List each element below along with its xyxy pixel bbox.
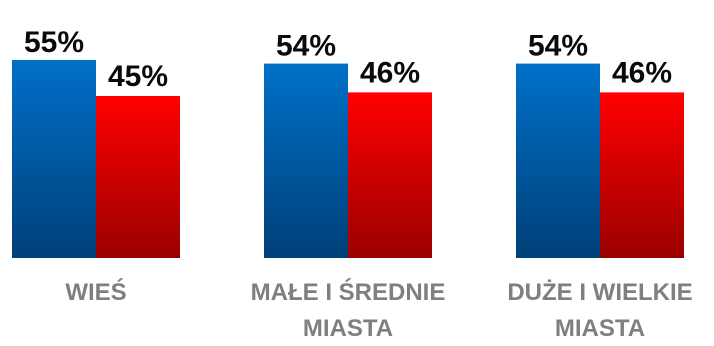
value-label-red-2: 46% [612,56,672,89]
value-label-red-0: 45% [108,60,168,93]
category-label-2-line-1: MIASTA [555,315,645,342]
bar-red-2 [600,92,684,259]
category-label-0-line-0: WIEŚ [65,278,126,306]
bar-blue-2 [516,63,600,258]
value-label-red-1: 46% [360,56,420,89]
category-label-1-line-0: MAŁE I ŚREDNIE [251,278,446,306]
bar-blue-1 [264,63,348,258]
value-labels-layer: 55% 45% 54% 46% 54% 46% [24,26,672,93]
category-label-1-line-1: MIASTA [303,315,393,342]
category-labels-layer: WIEŚ MAŁE I ŚREDNIE MIASTA DUŻE I WIELKIE MI… [65,278,692,342]
bars-layer [12,60,684,259]
bar-red-1 [348,92,432,259]
value-label-blue-0: 55% [24,26,84,59]
bar-blue-0 [12,60,96,258]
value-label-blue-1: 54% [276,30,336,63]
value-label-blue-2: 54% [528,30,588,63]
bar-red-0 [96,96,180,258]
category-label-2-line-0: DUŻE I WIELKIE [507,279,692,306]
